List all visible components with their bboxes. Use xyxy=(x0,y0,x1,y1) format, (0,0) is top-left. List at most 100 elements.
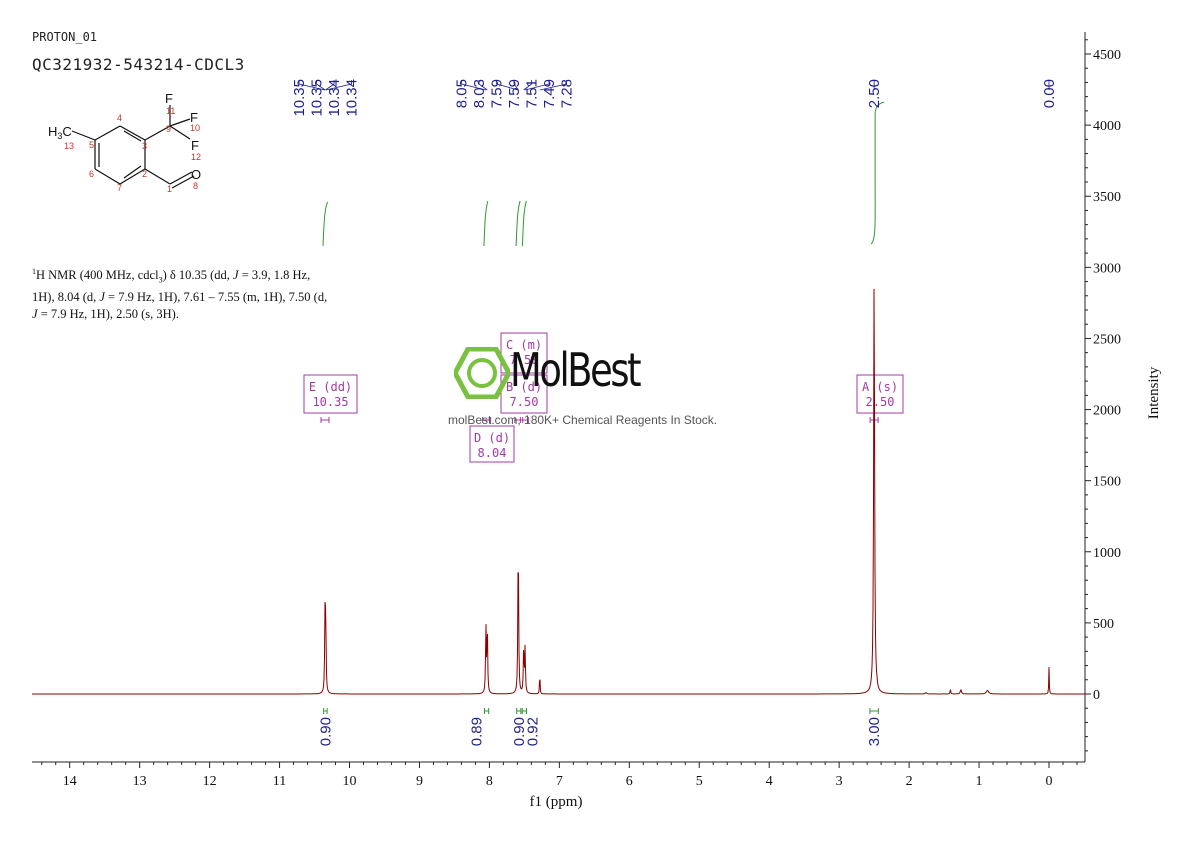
multiplet-range xyxy=(320,417,330,423)
integral-curve xyxy=(521,200,527,247)
x-tick-label: 13 xyxy=(133,774,147,789)
integral-value: 0.92 xyxy=(524,717,541,746)
peak-label: 7.59 xyxy=(506,79,523,108)
desc-text: = 3.9, 1.8 Hz, xyxy=(238,268,311,283)
integral-curve xyxy=(515,200,521,247)
atom-number: 13 xyxy=(64,141,74,151)
atom-number: 8 xyxy=(193,181,198,191)
peak-connector xyxy=(513,80,519,91)
peak-connector xyxy=(478,80,488,91)
atom-number: 7 xyxy=(117,183,122,193)
multiplet-range xyxy=(482,417,492,423)
nmr-description: 1H NMR (400 MHz, cdcl3) δ 10.35 (dd, J =… xyxy=(32,263,372,323)
atom-number: 11 xyxy=(166,106,175,116)
integral-values: 0.90 0.89 0.900.92 3.00 xyxy=(317,708,883,746)
multiplet-box xyxy=(856,374,904,414)
desc-text: H NMR (400 MHz, cdcl xyxy=(36,268,159,283)
peak-label: 10.35 xyxy=(309,79,326,117)
peak-connector xyxy=(524,80,550,91)
atom-number: 1 xyxy=(167,184,172,194)
y-tick-label: 2000 xyxy=(1093,404,1121,419)
atom-number: 2 xyxy=(142,169,147,179)
atom-number: 4 xyxy=(117,113,122,123)
integral-bracket xyxy=(323,708,328,714)
multiplet-label: C (m) xyxy=(506,338,542,352)
x-tick-label: 8 xyxy=(486,774,493,789)
desc-sub: 3 xyxy=(158,275,163,285)
integral-bracket xyxy=(521,708,527,714)
integral-value: 0.90 xyxy=(317,717,334,746)
peak-label: 10.34 xyxy=(326,79,343,117)
y-tick-label: 1000 xyxy=(1093,546,1121,561)
watermark-brand: MolBest xyxy=(510,343,642,397)
peak-label: 10.34 xyxy=(344,79,361,117)
x-tick-label: 5 xyxy=(696,774,703,789)
y-axis-label: Intensity xyxy=(1146,366,1162,419)
x-tick-label: 0 xyxy=(1046,774,1053,789)
desc-text: 1H), 8.04 (d, xyxy=(32,289,100,304)
atom-number: 9 xyxy=(166,124,171,134)
peak-label: 8.05 xyxy=(454,79,471,108)
integral-curve xyxy=(483,200,489,247)
peak-connector xyxy=(461,80,486,91)
x-tick-label: 3 xyxy=(836,774,843,789)
sample-id: QC321932-543214-CDCL3 xyxy=(32,55,245,74)
multiplet-box xyxy=(303,374,358,414)
peak-connector xyxy=(523,80,532,91)
atom-number: 6 xyxy=(89,169,94,179)
atom-label: F xyxy=(190,110,198,125)
peak-connector xyxy=(316,80,326,91)
integral-bracket xyxy=(869,708,879,714)
x-tick-label: 12 xyxy=(203,774,217,789)
integral-curves xyxy=(322,101,885,247)
x-tick-label: 1 xyxy=(976,774,983,789)
desc-text: = 7.9 Hz, 1H), 2.50 (s, 3H). xyxy=(37,306,179,321)
integral-value: 0.89 xyxy=(469,717,486,746)
y-tick-label: 3000 xyxy=(1093,261,1121,276)
multiplet-shift: 2.50 xyxy=(866,395,895,409)
peak-label: 10.35 xyxy=(291,79,308,117)
x-tick-label: 4 xyxy=(766,774,773,789)
x-tick-label: 2 xyxy=(906,774,913,789)
multiplet-box xyxy=(500,374,548,414)
peak-connector xyxy=(325,80,335,91)
integral-curve xyxy=(870,101,885,245)
multiplet-shift: 10.35 xyxy=(312,395,348,409)
desc-text: ) δ 10.35 (dd, xyxy=(162,268,234,283)
methyl-label: H3C xyxy=(48,124,72,141)
x-axis-label: f1 (ppm) xyxy=(530,794,583,810)
integral-bracket xyxy=(484,708,490,714)
benzene-logo-icon xyxy=(454,347,510,399)
desc-sup: 1 xyxy=(32,267,36,276)
atom-label: F xyxy=(191,138,199,153)
integral-value: 0.90 xyxy=(511,717,528,746)
y-tick-label: 4500 xyxy=(1093,48,1121,63)
x-tick-label: 14 xyxy=(63,774,77,789)
peak-label: 7.51 xyxy=(524,79,541,108)
y-tick-label: 0 xyxy=(1093,688,1100,703)
atom-number: 3 xyxy=(142,141,147,151)
multiplet-shift: 8.04 xyxy=(478,446,507,460)
watermark: MolBest molBest.com, 180K+ Chemical Reag… xyxy=(448,343,748,433)
peak-labels: 10.35 10.35 10.34 10.34 8.05 8.03 7.59 7.59 7.51… xyxy=(291,79,1058,117)
peak-connector xyxy=(539,80,567,91)
atom-number: 5 xyxy=(89,140,94,150)
x-tick-label: 10 xyxy=(343,774,357,789)
atom-label: O xyxy=(191,167,201,182)
peak-label: 7.28 xyxy=(559,79,576,108)
desc-italic: J xyxy=(233,268,239,283)
peak-connector xyxy=(496,80,519,91)
axes: 14 13 12 11 10 9 8 7 6 5 4 3 2 1 005001000150020002500… xyxy=(32,32,1121,789)
multiplet-box xyxy=(469,425,515,463)
multiplet-shift: 7.58 xyxy=(510,353,539,367)
peak-label: 0.00 xyxy=(1041,79,1058,108)
desc-italic: J xyxy=(99,289,105,304)
desc-italic: J xyxy=(32,306,38,321)
y-tick-label: 2500 xyxy=(1093,332,1121,347)
peak-label: 8.03 xyxy=(471,79,488,108)
desc-text: = 7.9 Hz, 1H), 7.61 – 7.55 (m, 1H), 7.50… xyxy=(104,289,328,304)
x-tick-label: 7 xyxy=(556,774,563,789)
x-tick-label: 6 xyxy=(626,774,633,789)
y-tick-label: 1500 xyxy=(1093,475,1121,490)
